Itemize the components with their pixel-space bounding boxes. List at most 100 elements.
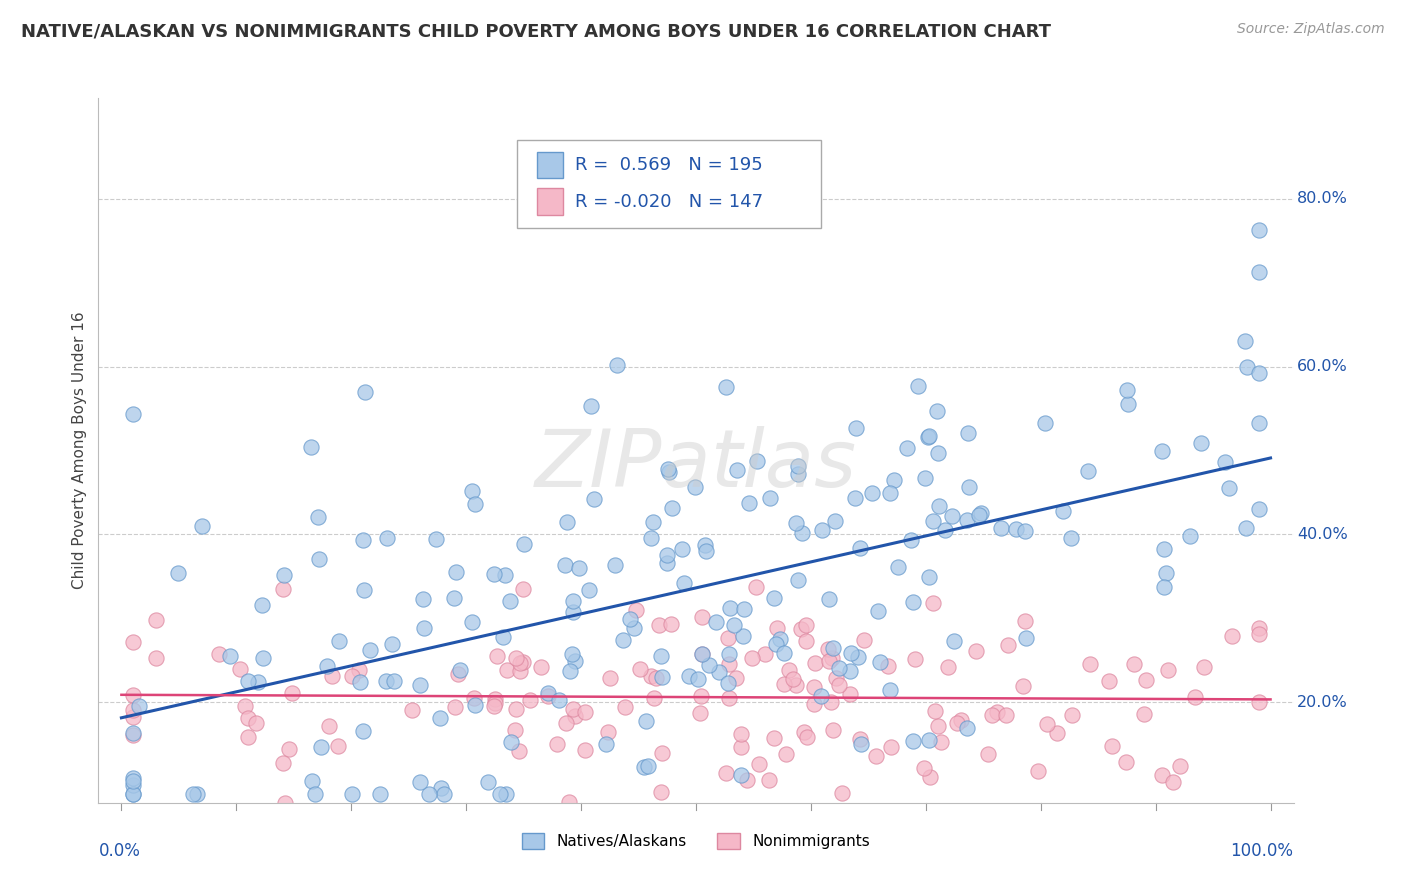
Point bbox=[748, 756, 770, 771]
Point bbox=[512, 582, 534, 597]
Point bbox=[628, 662, 651, 676]
Text: 100.0%: 100.0% bbox=[1230, 841, 1294, 860]
Point bbox=[122, 728, 145, 742]
Point bbox=[927, 446, 949, 460]
Point bbox=[122, 774, 145, 789]
Point bbox=[167, 566, 190, 580]
Point bbox=[529, 659, 551, 673]
Point bbox=[429, 780, 451, 795]
Text: 0.0%: 0.0% bbox=[98, 841, 141, 860]
Point bbox=[1132, 707, 1154, 722]
Point bbox=[309, 739, 332, 754]
Point bbox=[1247, 223, 1270, 237]
Point bbox=[820, 651, 842, 665]
Point bbox=[623, 621, 645, 635]
Point bbox=[122, 703, 145, 717]
Point bbox=[758, 772, 780, 787]
Point bbox=[868, 604, 890, 618]
Point bbox=[1122, 657, 1144, 671]
Point bbox=[484, 698, 506, 713]
Point bbox=[990, 521, 1012, 535]
Point bbox=[1115, 384, 1137, 398]
Point bbox=[429, 711, 451, 725]
Point bbox=[886, 560, 908, 574]
Point bbox=[614, 700, 637, 714]
Point bbox=[122, 710, 145, 724]
Point bbox=[503, 723, 526, 737]
Point bbox=[307, 509, 329, 524]
Point bbox=[1189, 435, 1212, 450]
Point bbox=[1078, 657, 1101, 672]
Point bbox=[599, 671, 621, 685]
Point bbox=[1005, 523, 1028, 537]
Point bbox=[658, 466, 681, 480]
Point bbox=[1170, 759, 1192, 773]
Point bbox=[612, 632, 634, 647]
Point bbox=[690, 647, 713, 661]
Point bbox=[555, 515, 578, 529]
Point bbox=[778, 663, 800, 677]
Point bbox=[443, 591, 465, 605]
Point bbox=[877, 659, 900, 673]
Point bbox=[773, 676, 796, 690]
Point bbox=[561, 594, 583, 608]
Point bbox=[186, 788, 208, 802]
Point bbox=[1097, 674, 1119, 689]
Point bbox=[637, 759, 659, 773]
Point bbox=[851, 737, 873, 751]
Point bbox=[945, 716, 967, 731]
Point bbox=[328, 633, 350, 648]
Point bbox=[769, 632, 792, 646]
Point bbox=[1220, 630, 1243, 644]
FancyBboxPatch shape bbox=[517, 140, 821, 228]
Point bbox=[794, 617, 817, 632]
Point bbox=[845, 421, 868, 435]
Point bbox=[976, 747, 998, 761]
Point bbox=[823, 640, 845, 655]
Point bbox=[928, 499, 950, 513]
Point bbox=[245, 716, 267, 731]
Point bbox=[844, 491, 866, 505]
Point bbox=[640, 669, 662, 683]
Point bbox=[903, 595, 925, 609]
Point bbox=[825, 671, 848, 685]
Point bbox=[692, 610, 714, 624]
Point bbox=[122, 688, 145, 702]
Point bbox=[922, 596, 945, 610]
Point bbox=[574, 743, 596, 757]
Point bbox=[692, 648, 714, 662]
Point bbox=[537, 686, 560, 700]
Point bbox=[865, 749, 887, 764]
Point bbox=[824, 515, 846, 529]
Point bbox=[1152, 444, 1174, 458]
Point bbox=[762, 591, 785, 606]
Point bbox=[250, 598, 273, 612]
Point bbox=[818, 654, 841, 668]
Point bbox=[912, 761, 935, 775]
Point bbox=[1135, 673, 1157, 687]
Point bbox=[986, 705, 1008, 719]
Point bbox=[716, 676, 738, 690]
Point bbox=[735, 773, 758, 788]
Point bbox=[252, 650, 274, 665]
Point bbox=[128, 698, 150, 713]
Point bbox=[444, 699, 467, 714]
Point bbox=[606, 359, 628, 373]
Point bbox=[271, 582, 294, 596]
Point bbox=[564, 654, 586, 668]
Point bbox=[651, 670, 673, 684]
Point bbox=[499, 593, 522, 607]
Point bbox=[208, 647, 231, 661]
Point bbox=[509, 664, 531, 678]
Point bbox=[957, 479, 980, 493]
Point bbox=[463, 690, 485, 705]
Point bbox=[1115, 756, 1137, 770]
Point bbox=[1161, 774, 1184, 789]
Point bbox=[949, 713, 972, 727]
Point bbox=[927, 718, 949, 732]
Point bbox=[714, 765, 737, 780]
Point bbox=[650, 648, 672, 663]
Point bbox=[803, 680, 825, 694]
Point bbox=[725, 671, 748, 685]
Point bbox=[1012, 679, 1035, 693]
